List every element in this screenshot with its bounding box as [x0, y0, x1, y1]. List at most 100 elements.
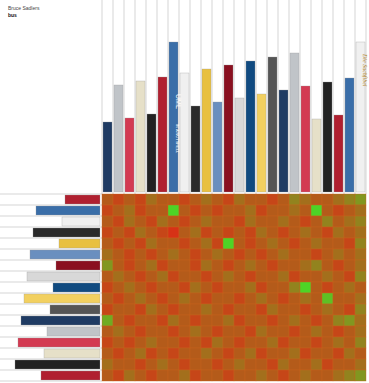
book-spine [169, 42, 178, 192]
cell [344, 216, 355, 227]
cell [124, 359, 135, 370]
cell [289, 337, 300, 348]
cell [300, 359, 311, 370]
cell [344, 293, 355, 304]
column-divider [300, 0, 301, 194]
cell [355, 216, 366, 227]
book-spine [235, 98, 244, 192]
cell [311, 216, 322, 227]
cell [135, 271, 146, 282]
cell [245, 227, 256, 238]
cell [135, 194, 146, 205]
cell [344, 337, 355, 348]
column-divider [113, 0, 114, 194]
cell [146, 348, 157, 359]
cell [212, 205, 223, 216]
cell [300, 216, 311, 227]
cell [311, 271, 322, 282]
cell [135, 359, 146, 370]
cell [322, 282, 333, 293]
cell [300, 271, 311, 282]
cell [223, 348, 234, 359]
cell [256, 359, 267, 370]
cell [234, 326, 245, 337]
cell [223, 293, 234, 304]
cell [311, 227, 322, 238]
cell [289, 315, 300, 326]
row-divider [0, 370, 102, 371]
row-divider [0, 293, 102, 294]
cell [201, 249, 212, 260]
cell [146, 282, 157, 293]
cell [234, 337, 245, 348]
cell [278, 282, 289, 293]
cell [245, 337, 256, 348]
cell [190, 293, 201, 304]
cell [267, 304, 278, 315]
cell [278, 304, 289, 315]
cell [201, 282, 212, 293]
cell [256, 260, 267, 271]
cell [124, 271, 135, 282]
cell [333, 337, 344, 348]
cell [223, 304, 234, 315]
cell [311, 205, 322, 216]
cell [300, 260, 311, 271]
cell [201, 227, 212, 238]
cell [135, 216, 146, 227]
cell [300, 238, 311, 249]
cell [146, 227, 157, 238]
cell [267, 194, 278, 205]
cell [322, 249, 333, 260]
cell [168, 359, 179, 370]
cell [113, 348, 124, 359]
cell [190, 260, 201, 271]
cell [234, 227, 245, 238]
cell [124, 315, 135, 326]
cell [355, 315, 366, 326]
cell [146, 216, 157, 227]
cell [157, 271, 168, 282]
cell [190, 304, 201, 315]
cell [135, 260, 146, 271]
column-divider [102, 0, 103, 194]
cell [223, 238, 234, 249]
cell [333, 249, 344, 260]
cell [190, 205, 201, 216]
book-spine [125, 118, 134, 192]
cell [190, 370, 201, 381]
cell [322, 337, 333, 348]
cell [146, 271, 157, 282]
cell [344, 304, 355, 315]
cell [201, 271, 212, 282]
cell [190, 216, 201, 227]
cell [146, 194, 157, 205]
cell [322, 205, 333, 216]
cell [333, 227, 344, 238]
cell [256, 348, 267, 359]
cell [168, 271, 179, 282]
cell [355, 359, 366, 370]
cell [278, 337, 289, 348]
book-spine [279, 90, 288, 192]
column-divider [168, 0, 169, 194]
cell [355, 304, 366, 315]
cell [278, 348, 289, 359]
cell [168, 227, 179, 238]
cell [146, 359, 157, 370]
cell [179, 370, 190, 381]
row-divider [0, 381, 102, 382]
cell [245, 238, 256, 249]
cell [113, 326, 124, 337]
cell [212, 348, 223, 359]
cell [311, 359, 322, 370]
cell [355, 249, 366, 260]
book-spine [50, 305, 100, 314]
cell [355, 337, 366, 348]
book-spine [47, 327, 100, 336]
cell [102, 238, 113, 249]
cell [333, 205, 344, 216]
cell [333, 370, 344, 381]
cell [256, 205, 267, 216]
cell [311, 370, 322, 381]
